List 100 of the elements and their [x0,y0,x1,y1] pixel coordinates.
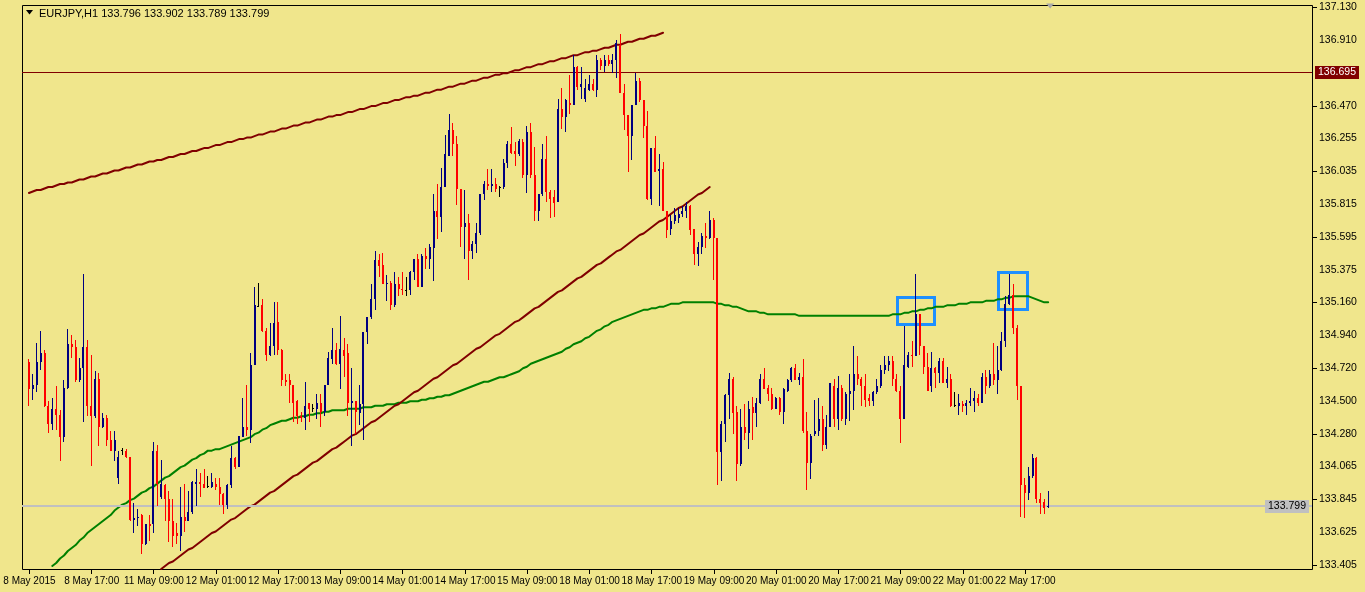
candlestick [358,384,361,426]
candlestick [564,98,567,133]
candlestick [109,430,112,452]
y-tick-label: 135.595 [1319,230,1358,243]
candlestick [634,72,637,106]
candlestick [335,342,338,366]
candlestick [961,400,964,413]
candlestick [265,327,268,362]
candlestick [689,204,692,236]
candlestick [144,523,147,546]
candlestick [759,373,762,405]
x-tick-label: 19 May 09:00 [683,574,745,586]
candlestick [113,430,116,462]
candlestick [35,342,38,393]
candlestick [292,384,295,423]
candlestick [389,280,392,311]
candlestick [304,381,307,431]
y-tick-label: 137.130 [1319,0,1358,13]
x-tick-label: 14 May 01:00 [372,574,434,586]
candlestick [704,222,707,249]
candlestick [755,397,758,428]
candlestick [506,140,509,169]
candlestick [483,180,486,201]
candlestick [409,270,412,296]
y-tick-label: 133.625 [1319,525,1358,538]
candlestick [708,210,711,240]
x-tick-label: 20 May 01:00 [746,574,808,586]
y-tick-label: 135.815 [1319,197,1358,210]
candlestick [132,502,135,534]
candlestick [1023,477,1026,519]
candlestick [1031,453,1034,479]
x-tick-label: 11 May 09:00 [124,574,185,586]
candlestick [82,273,85,423]
x-tick-label: 22 May 17:00 [995,574,1057,586]
candlestick [568,74,571,115]
candlestick [296,399,299,425]
candlestick [1027,466,1030,501]
candlestick [366,316,369,345]
candlestick [226,483,229,510]
candlestick [930,351,933,393]
candlestick [615,39,618,79]
candlestick [381,252,384,285]
candlestick [436,183,439,240]
candlestick [187,490,190,522]
candlestick [665,210,668,239]
y-tick-label: 136.910 [1319,33,1358,46]
candlestick [697,241,700,267]
candlestick [984,369,987,395]
candlestick [747,400,750,450]
candlestick [428,243,431,270]
candlestick [743,403,746,441]
candlestick [514,141,517,167]
candlestick [424,247,427,270]
candlestick [584,78,587,103]
candlestick [560,87,563,130]
candlestick [269,322,272,357]
x-tick-label: 12 May 01:00 [185,574,247,586]
x-tick-label: 22 May 01:00 [932,574,994,586]
candlestick [992,342,995,386]
candlestick [160,459,163,500]
candlestick [553,189,556,218]
candlestick [370,283,373,320]
candlestick [179,486,182,552]
candlestick [502,158,505,190]
candlestick [354,400,357,435]
candlestick [934,366,937,389]
candlestick [393,271,396,308]
candlestick [922,345,925,375]
y-tick-label: 136.255 [1319,131,1358,144]
candlestick [767,384,770,402]
candlestick [288,373,291,404]
candlestick [782,387,785,425]
candlestick [319,393,322,428]
candlestick [199,472,202,498]
x-tick-label: 15 May 09:00 [497,574,559,586]
candlestick [59,409,62,462]
y-tick-label: 136.035 [1319,164,1358,177]
candlestick [510,126,513,155]
candlestick [475,222,478,254]
candlestick [273,301,276,356]
candlestick [195,468,198,507]
candlestick [875,378,878,395]
candlestick [397,276,400,297]
candlestick [537,194,540,222]
candlestick [105,414,108,447]
candlestick [350,367,353,447]
line-series [160,186,711,570]
candlestick [490,168,493,192]
candlestick [1008,273,1011,306]
candlestick [78,357,81,383]
x-tick-label: 13 May 09:00 [310,574,372,586]
candlestick [926,352,929,392]
y-tick-label: 134.500 [1319,394,1358,407]
candlestick [658,153,661,207]
candlestick [712,217,715,281]
candlestick [70,334,73,359]
candlestick [977,393,980,407]
candlestick [973,390,976,413]
candlestick [175,522,178,545]
candlestick [627,114,630,173]
